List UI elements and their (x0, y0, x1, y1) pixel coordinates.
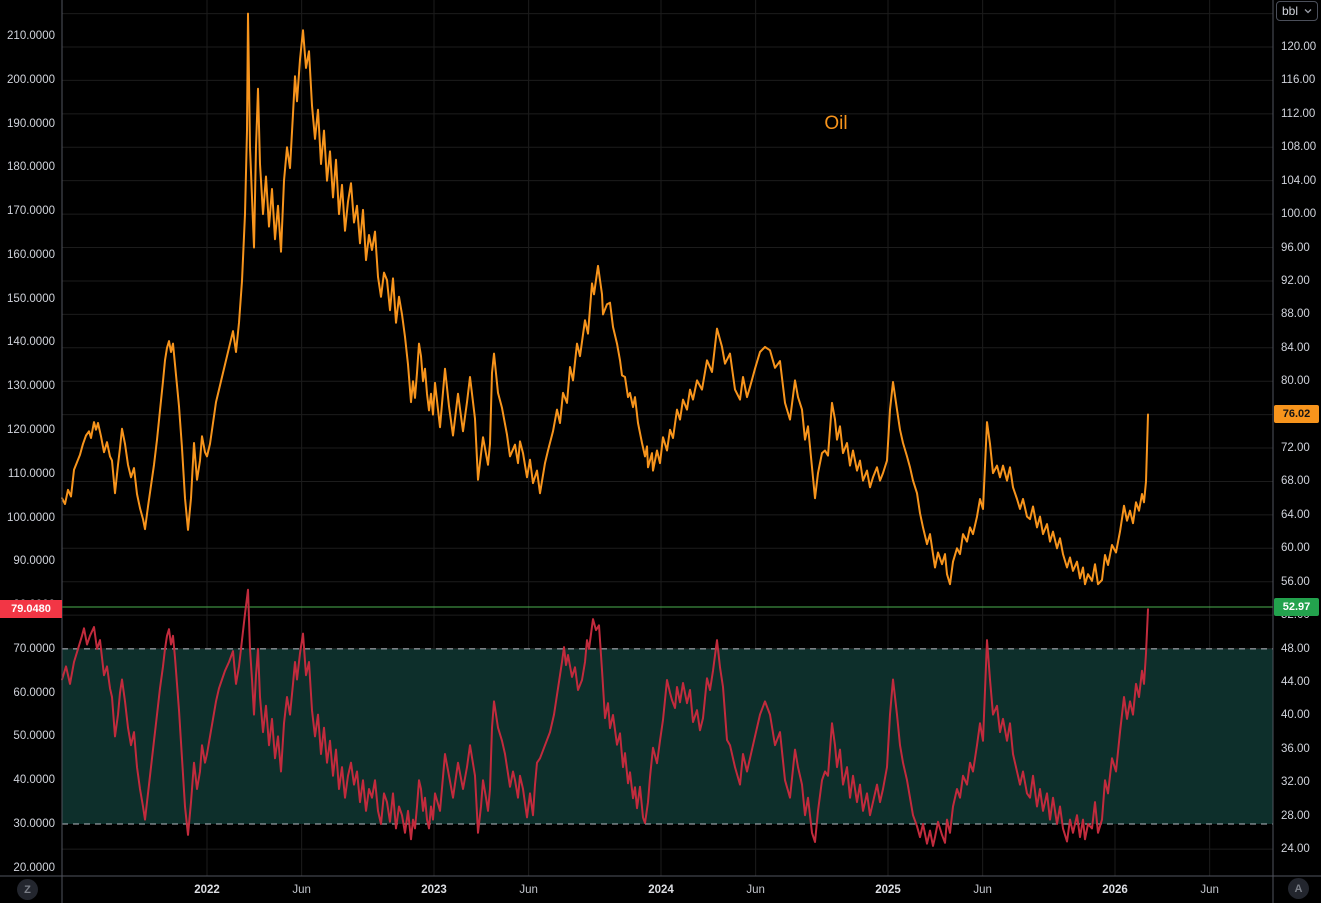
right-axis-tick: 68.00 (1281, 475, 1310, 488)
series-label-oil[interactable]: Oil (824, 113, 848, 134)
left-axis-tick: 20.0000 (13, 861, 55, 874)
right-axis-tick: 48.00 (1281, 642, 1310, 655)
left-axis-tick: 180.0000 (7, 161, 55, 174)
chevron-down-icon (1304, 8, 1312, 14)
right-axis-tick: 84.00 (1281, 341, 1310, 354)
right-axis-tick: 96.00 (1281, 241, 1310, 254)
right-axis-tick: 120.00 (1281, 41, 1317, 53)
right-axis-tick: 104.00 (1281, 174, 1317, 187)
left-axis-tick: 30.0000 (13, 818, 55, 830)
oscillator-band (62, 648, 1273, 825)
time-axis-tick: Jun (519, 884, 538, 896)
left-axis-tick: 190.0000 (7, 117, 55, 130)
corner-button-a[interactable]: A (1288, 878, 1309, 899)
right-axis-tick: 108.00 (1281, 141, 1317, 154)
right-axis-tick: 100.00 (1281, 208, 1317, 221)
left-axis-tick: 60.0000 (13, 686, 55, 699)
left-axis-tick: 210.0000 (7, 30, 55, 42)
price-last-value-label: 76.02 (1274, 405, 1319, 424)
left-axis-tick: 130.0000 (7, 380, 55, 393)
time-axis-tick: Jun (1200, 884, 1219, 896)
right-axis-tick: 36.00 (1281, 742, 1310, 755)
oscillator-last-value-label: 79.0480 (0, 600, 62, 619)
left-axis-tick: 160.0000 (7, 248, 55, 261)
price-level-label: 52.97 (1274, 598, 1319, 617)
time-axis-tick: 2025 (875, 884, 901, 896)
left-axis-tick: 120.0000 (7, 424, 55, 436)
right-axis-tick: 60.00 (1281, 542, 1310, 555)
right-axis-tick: 64.00 (1281, 508, 1310, 521)
right-axis-tick: 92.00 (1281, 274, 1310, 287)
time-axis-tick: 2023 (421, 884, 447, 896)
right-axis-tick: 32.00 (1281, 776, 1310, 789)
right-axis-tick: 40.00 (1281, 709, 1310, 722)
left-axis-tick: 170.0000 (7, 205, 55, 218)
left-axis-tick: 150.0000 (7, 292, 55, 305)
right-axis-tick: 80.00 (1281, 375, 1310, 388)
left-axis-tick: 100.0000 (7, 511, 55, 524)
right-axis-tick: 116.00 (1281, 74, 1316, 87)
time-axis-tick: Jun (746, 884, 765, 896)
left-axis-tick: 40.0000 (13, 774, 55, 787)
right-axis-tick: 24.00 (1281, 843, 1310, 856)
right-axis-tick: 28.00 (1281, 809, 1310, 822)
unit-selector-dropdown[interactable]: bbl (1276, 1, 1318, 21)
unit-selector-value: bbl (1282, 4, 1299, 18)
left-axis-tick: 70.0000 (13, 642, 55, 655)
time-axis-tick: 2024 (648, 884, 674, 896)
left-axis-tick: 90.0000 (13, 555, 55, 568)
left-axis-tick: 140.0000 (7, 336, 55, 349)
right-axis-tick: 72.00 (1281, 442, 1310, 455)
time-axis-tick: Jun (973, 884, 992, 896)
time-axis-tick: 2026 (1102, 884, 1128, 896)
oscillator-line[interactable] (61, 588, 1149, 847)
right-axis-tick: 56.00 (1281, 575, 1310, 588)
corner-button-z[interactable]: Z (17, 879, 38, 900)
oil-price-line[interactable] (61, 12, 1149, 586)
left-axis-tick: 110.0000 (7, 467, 55, 480)
left-axis-tick: 50.0000 (13, 730, 55, 743)
right-axis-tick: 112.00 (1281, 107, 1316, 120)
left-axis-tick: 200.0000 (7, 73, 55, 86)
right-axis-tick: 88.00 (1281, 308, 1310, 321)
time-axis-tick: 2022 (194, 884, 220, 896)
right-axis-tick: 44.00 (1281, 675, 1310, 688)
time-axis-tick: Jun (292, 884, 311, 896)
